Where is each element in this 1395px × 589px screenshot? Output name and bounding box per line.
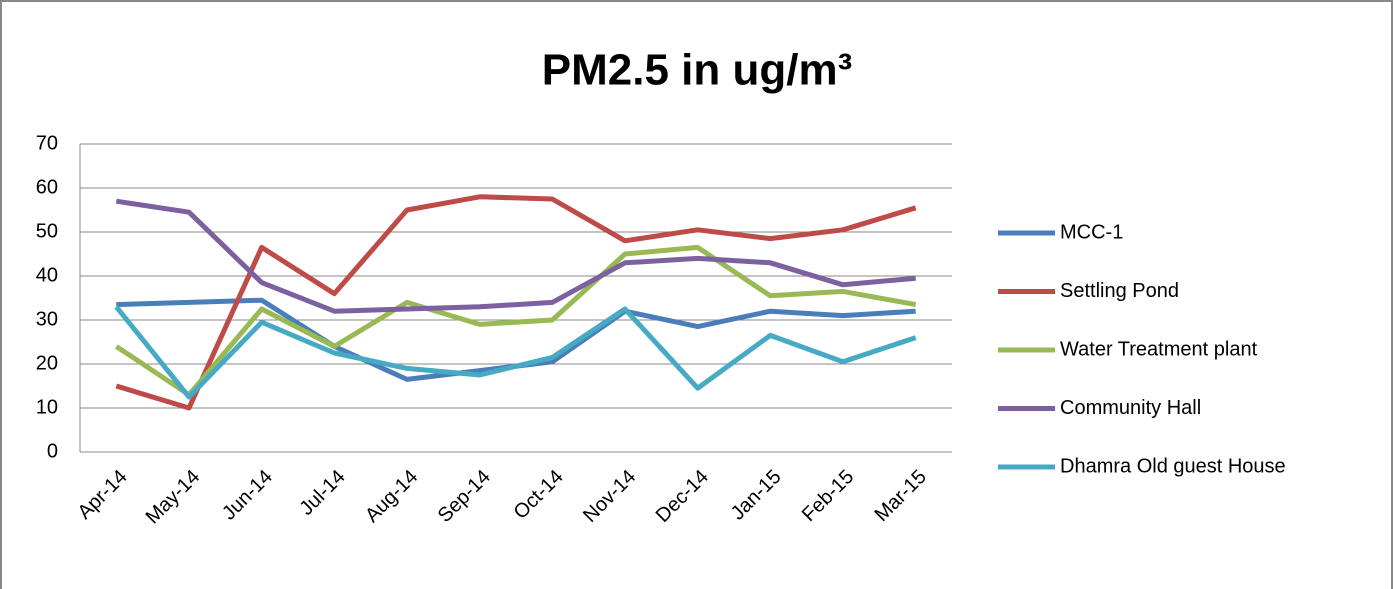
y-tick-label: 10 (36, 396, 58, 418)
series-line (114, 305, 917, 400)
y-tick-label: 70 (36, 132, 58, 154)
y-tick-label: 0 (47, 440, 58, 462)
y-tick-label: 20 (36, 352, 58, 374)
legend-label: Water Treatment plant (1060, 338, 1258, 360)
series-line (115, 198, 916, 314)
legend-label: MCC-1 (1060, 221, 1123, 243)
series-line (114, 244, 917, 398)
y-tick-label: 30 (36, 308, 58, 330)
legend-label: Dhamra Old guest House (1060, 455, 1286, 477)
y-tick-label: 60 (36, 176, 58, 198)
chart-title: PM2.5 in ug/m³ (542, 46, 852, 95)
legend-label: Settling Pond (1060, 280, 1179, 302)
legend-label: Community Hall (1060, 397, 1201, 419)
y-tick-label: 40 (36, 264, 58, 286)
y-tick-label: 50 (36, 220, 58, 242)
